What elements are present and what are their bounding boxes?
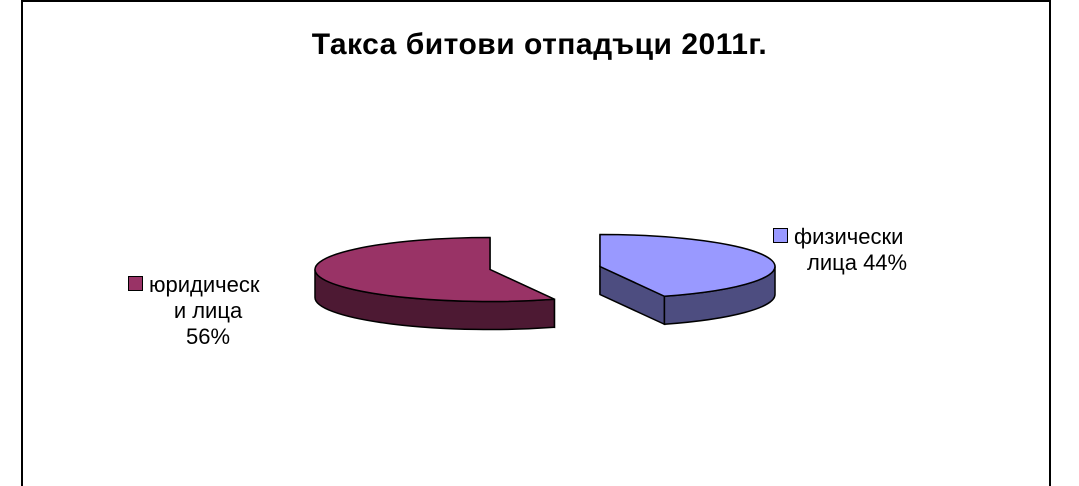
label-legal-line-2: и лица [173, 298, 243, 323]
label-individuals-line-2: лица 44% [807, 250, 908, 275]
legend-swatch-legal-icon [128, 276, 143, 291]
pie-slice-legal-entities [314, 236, 556, 331]
pie-slice-individuals [599, 233, 776, 326]
label-legal-entities: юридическ и лица 56% [128, 272, 328, 350]
label-legal-line-1: юридическ [149, 272, 260, 297]
label-individuals-line-1: физически [794, 224, 904, 249]
chart-title: Такса битови отпадъци 2011г. [311, 28, 768, 61]
pie-top-face [314, 236, 555, 303]
label-individuals: физически лица 44% [773, 224, 993, 276]
label-legal-line-3: 56% [185, 324, 231, 349]
legend-swatch-individuals-icon [773, 228, 788, 243]
pie-top-face [599, 233, 776, 298]
chart-frame [21, 0, 1051, 486]
